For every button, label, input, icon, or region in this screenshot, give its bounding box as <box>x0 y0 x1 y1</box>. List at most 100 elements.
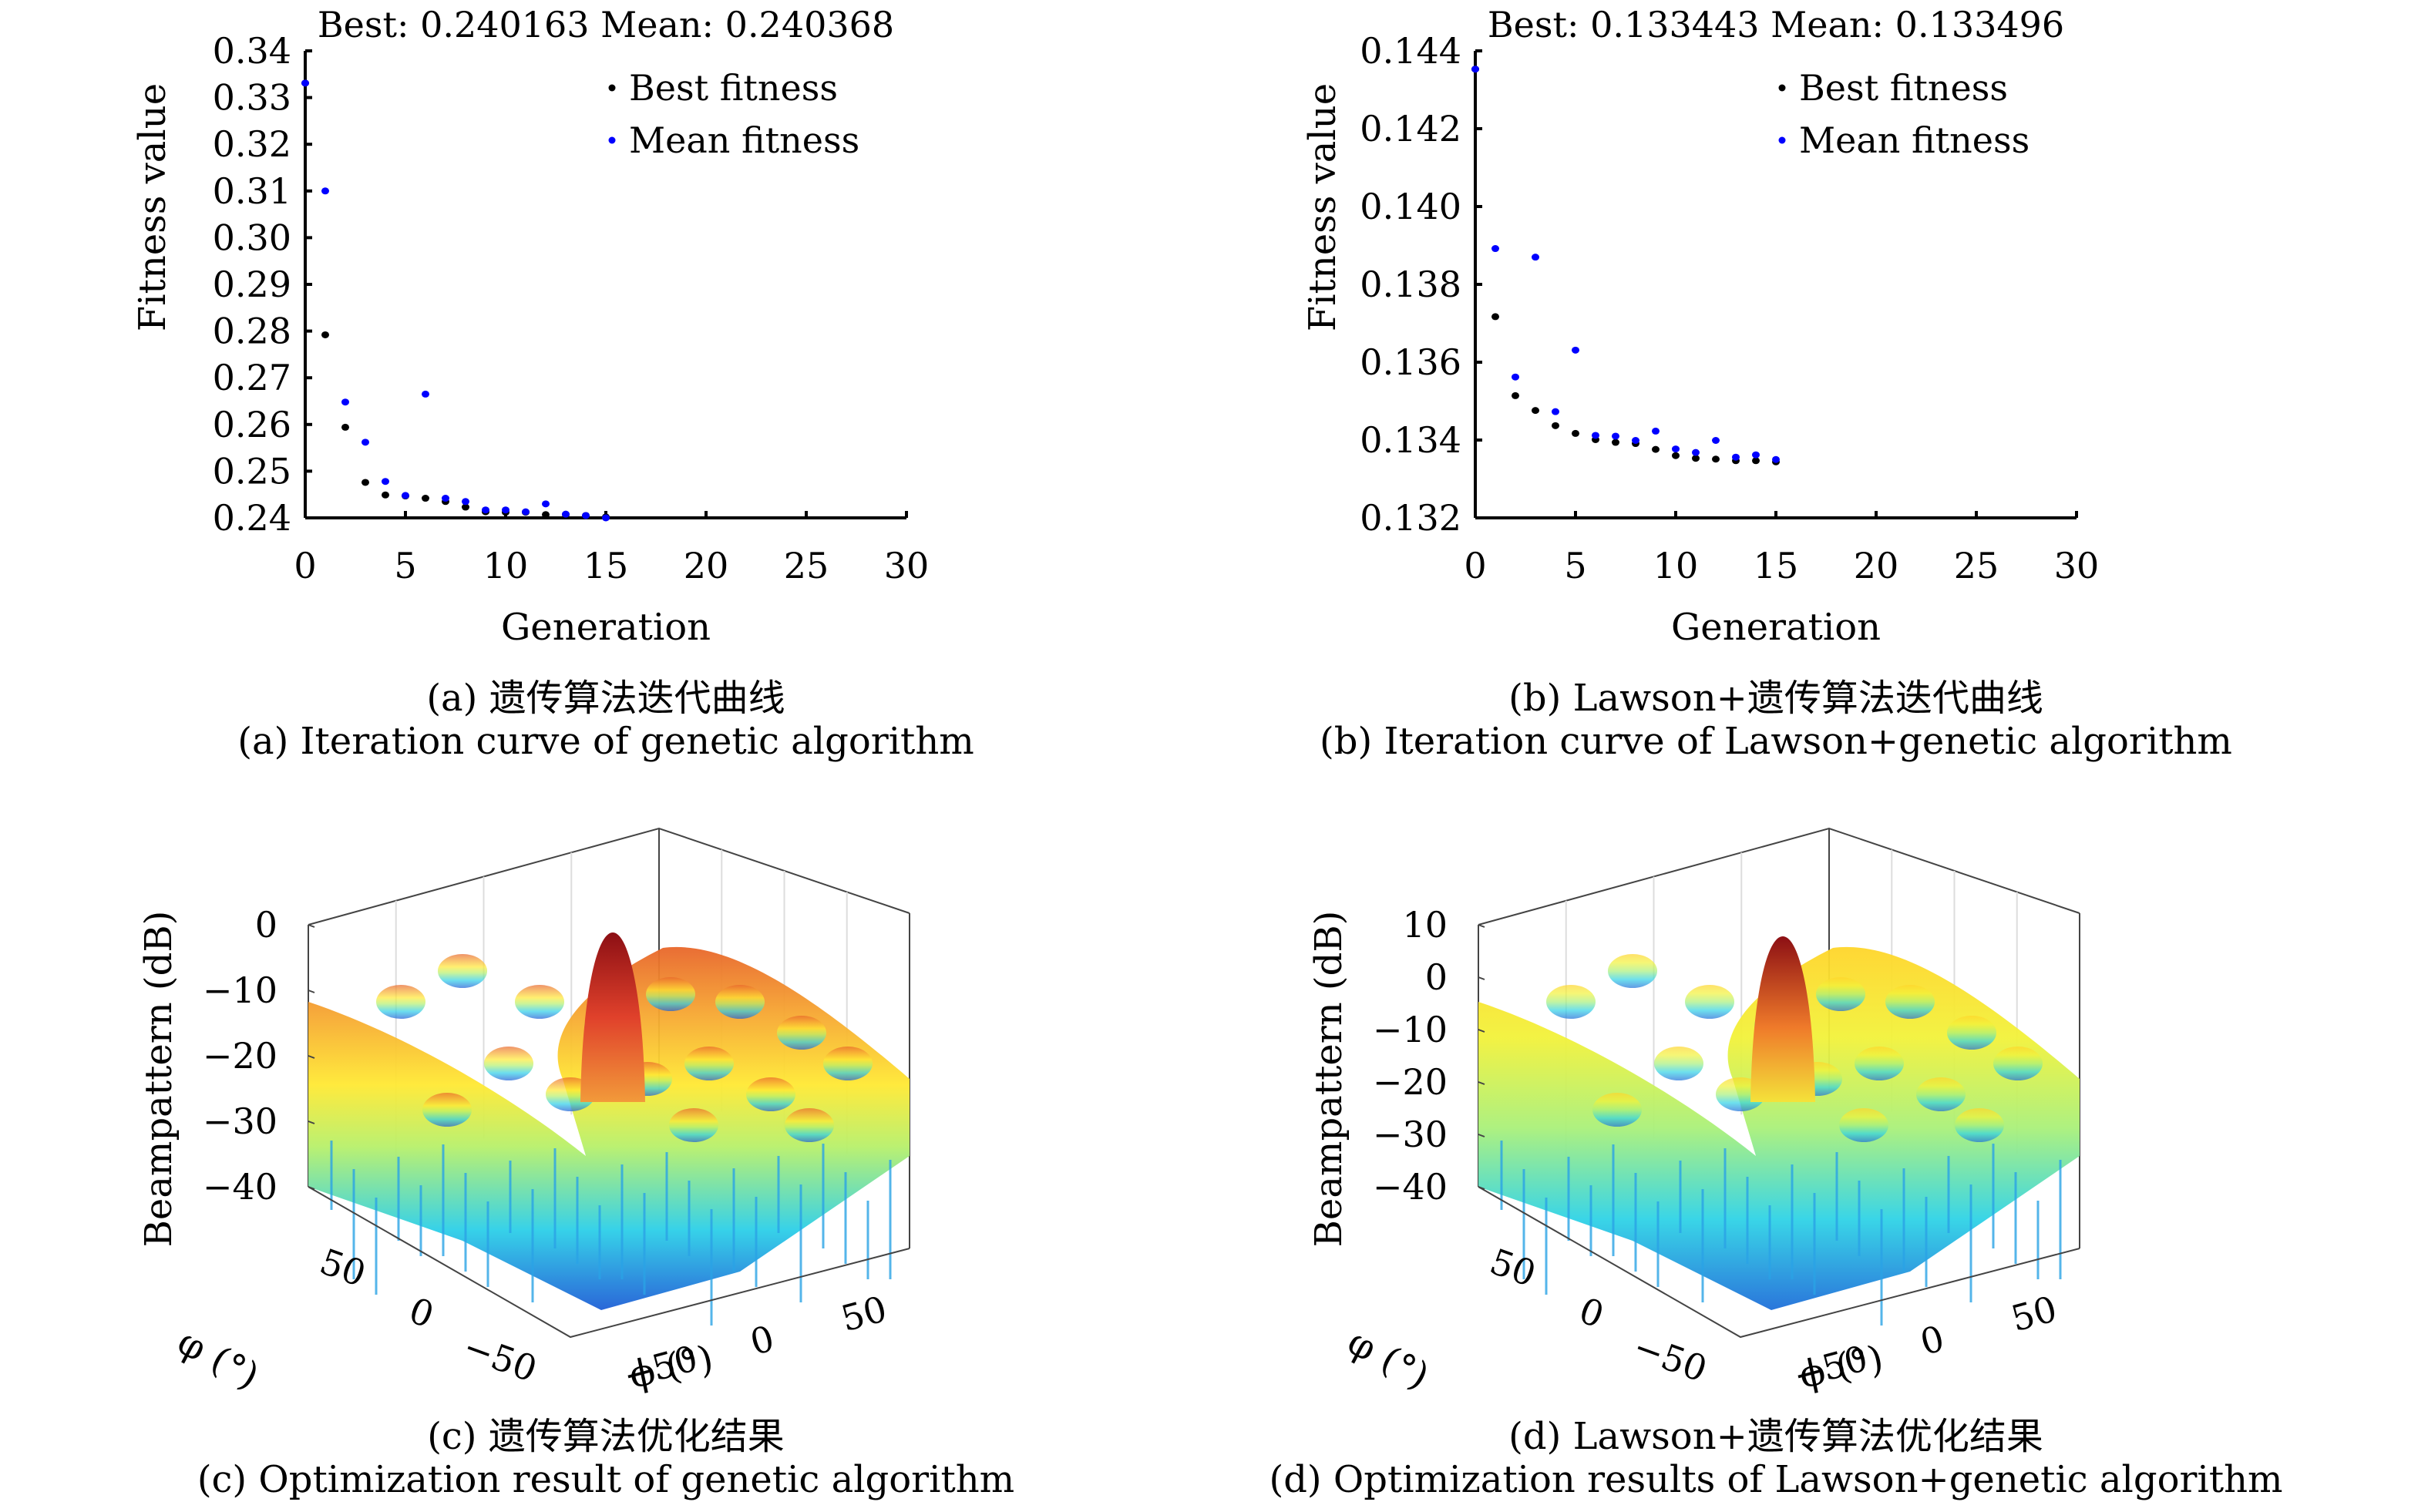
mean-fitness-point <box>1692 449 1700 456</box>
mean-fitness-point <box>1672 445 1680 453</box>
sidelobe <box>1546 985 1596 1019</box>
phi-tick-label: 50 <box>1485 1241 1541 1295</box>
sidelobe <box>438 954 487 988</box>
sidelobe <box>715 985 765 1019</box>
best-fitness-point <box>1512 391 1519 399</box>
varphi-tick-label: 0 <box>1916 1317 1949 1363</box>
z-tick-label: −40 <box>203 1166 277 1208</box>
z-tick-label: −30 <box>1373 1114 1448 1155</box>
caption-b-cn: (b) Lawson+遗传算法迭代曲线 <box>1508 677 2043 720</box>
legend-label-mean: Mean fitness <box>1799 119 2029 161</box>
sidelobe <box>1685 985 1734 1019</box>
z-tick <box>308 990 315 993</box>
caption-d-en: (d) Optimization results of Lawson+genet… <box>1269 1458 2283 1501</box>
mean-fitness-point <box>1512 373 1519 381</box>
caption-d-cn: (d) Lawson+遗传算法优化结果 <box>1508 1415 2043 1458</box>
x-tick-label: 15 <box>583 545 629 586</box>
caption-c-en: (c) Optimization result of genetic algor… <box>197 1458 1015 1501</box>
best-fitness-point <box>1712 455 1720 463</box>
z-axis-label: Beampattern (dB) <box>1307 911 1350 1248</box>
sidelobe <box>646 977 695 1011</box>
x-tick-label: 0 <box>294 545 316 586</box>
plot-title: Best: 0.133443 Mean: 0.133496 <box>1488 4 2064 45</box>
z-tick-label: −20 <box>203 1035 277 1077</box>
sidelobe <box>669 1108 718 1142</box>
y-tick-label: 0.33 <box>213 77 291 119</box>
sidelobe <box>1654 1047 1703 1080</box>
x-tick-label: 20 <box>684 545 729 586</box>
x-axis-label: Generation <box>1671 606 1881 649</box>
legend-marker-mean <box>608 136 616 144</box>
y-tick-label: 0.138 <box>1360 264 1461 305</box>
mean-fitness-point <box>1532 254 1539 261</box>
box-top-edge <box>308 827 910 926</box>
mean-fitness-point <box>362 438 369 446</box>
x-tick-label: 30 <box>884 545 930 586</box>
y-axis-label: Fitness value <box>131 83 174 331</box>
sidelobe <box>1816 977 1865 1011</box>
mean-fitness-point <box>1612 432 1619 440</box>
sidelobe <box>1993 1047 2043 1080</box>
best-fitness-point <box>422 495 429 502</box>
caption-b-en: (b) Iteration curve of Lawson+genetic al… <box>1320 720 2232 763</box>
mean-fitness-point <box>1652 427 1660 435</box>
y-tick-label: 0.24 <box>213 497 291 539</box>
y-tick-label: 0.132 <box>1360 497 1461 539</box>
main-beam-peak <box>580 932 645 1102</box>
legend-marker-mean <box>1778 136 1786 144</box>
best-fitness-point <box>1672 452 1680 459</box>
sidelobe <box>1608 954 1657 988</box>
x-tick-label: 15 <box>1754 545 1799 586</box>
sidelobe <box>1839 1108 1888 1142</box>
best-fitness-point <box>362 479 369 486</box>
mean-fitness-point <box>1552 408 1559 415</box>
z-tick <box>1478 976 1485 980</box>
sidelobe <box>1885 985 1935 1019</box>
caption-a-en: (a) Iteration curve of genetic algorithm <box>237 720 974 763</box>
mean-fitness-point <box>502 506 509 514</box>
mean-fitness-point <box>1752 451 1760 459</box>
x-tick-label: 10 <box>483 545 529 586</box>
sidelobe <box>785 1108 834 1142</box>
mean-fitness-point <box>1632 437 1639 445</box>
x-tick-label: 25 <box>1954 545 1999 586</box>
best-fitness-point <box>1652 445 1660 453</box>
y-tick-label: 0.136 <box>1360 341 1461 383</box>
phi-tick-label: 0 <box>1574 1289 1609 1336</box>
x-tick-label: 5 <box>394 545 416 586</box>
best-fitness-point <box>1552 422 1559 429</box>
phi-tick-label: −50 <box>458 1326 543 1390</box>
x-tick-label: 0 <box>1464 545 1486 586</box>
mean-fitness-point <box>301 79 309 87</box>
mean-fitness-point <box>382 478 389 486</box>
best-fitness-point <box>382 491 389 499</box>
x-tick-label: 25 <box>784 545 829 586</box>
z-tick-label: −20 <box>1373 1061 1448 1103</box>
mean-fitness-point <box>1732 453 1740 461</box>
z-tick <box>1478 1134 1485 1137</box>
sidelobe <box>376 985 425 1019</box>
y-tick-label: 0.30 <box>213 217 291 258</box>
y-tick-label: 0.144 <box>1360 30 1461 72</box>
z-tick <box>1478 924 1485 928</box>
x-axis-label: Generation <box>501 606 711 649</box>
x-tick-label: 5 <box>1564 545 1586 586</box>
y-tick-label: 0.134 <box>1360 419 1461 461</box>
z-axis-label: Beampattern (dB) <box>137 911 180 1248</box>
legend-label-best: Best fitness <box>1799 67 2008 109</box>
box-bottom-edge <box>308 1186 910 1339</box>
varphi-tick-label: 50 <box>837 1288 892 1339</box>
y-tick-label: 0.140 <box>1360 186 1461 227</box>
x-tick-label: 10 <box>1653 545 1699 586</box>
main-beam-peak <box>1750 936 1815 1102</box>
mean-fitness-point <box>562 510 570 518</box>
sidelobe <box>1947 1016 1996 1050</box>
plot-title: Best: 0.240163 Mean: 0.240368 <box>318 4 894 45</box>
mean-fitness-point <box>321 187 329 195</box>
y-tick-label: 0.26 <box>213 404 291 445</box>
iteration-plot-a: 0.24 0.25 0.26 0.27 0.28 0.29 0.30 0.31 0.320.33… <box>131 4 929 649</box>
best-fitness-point <box>462 503 469 511</box>
z-tick <box>308 1121 315 1124</box>
